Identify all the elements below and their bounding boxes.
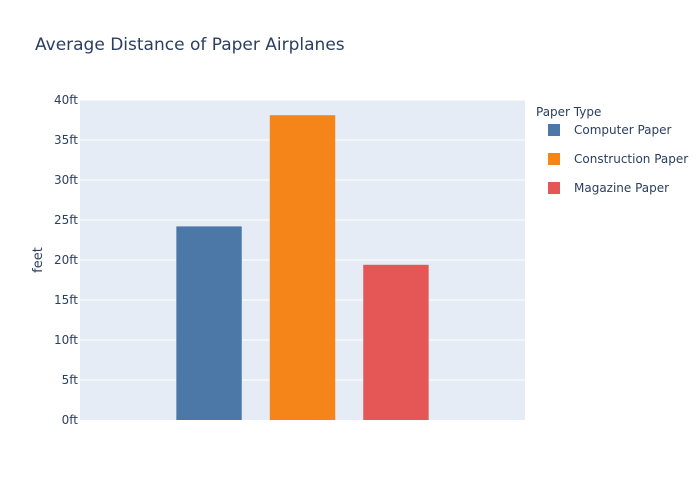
legend-title: Paper Type <box>536 105 601 119</box>
y-tick-label: 20ft <box>54 253 78 267</box>
legend: Paper Type Computer Paper Construction Pa… <box>536 105 688 195</box>
y-tick-label: 0ft <box>62 413 79 427</box>
bars <box>176 115 429 420</box>
y-tick-label: 15ft <box>54 293 78 307</box>
y-tick-label: 40ft <box>54 93 78 107</box>
legend-item-label[interactable]: Construction Paper <box>574 152 688 166</box>
bar-computer-paper[interactable] <box>176 226 242 420</box>
bar-magazine-paper[interactable] <box>363 264 429 420</box>
legend-item-label[interactable]: Computer Paper <box>574 123 672 137</box>
y-axis-ticks: 0ft 5ft 10ft 15ft 20ft 25ft 30ft 35ft 40ft <box>54 93 78 427</box>
legend-swatch <box>548 153 560 165</box>
bar-construction-paper[interactable] <box>269 115 336 420</box>
legend-swatch <box>548 124 560 136</box>
y-tick-label: 25ft <box>54 213 78 227</box>
y-tick-label: 5ft <box>62 373 79 387</box>
y-tick-label: 35ft <box>54 133 78 147</box>
chart-title: Average Distance of Paper Airplanes <box>35 35 345 55</box>
y-axis-label: feet <box>31 247 46 273</box>
y-tick-label: 30ft <box>54 173 78 187</box>
y-tick-label: 10ft <box>54 333 78 347</box>
legend-swatch <box>548 182 560 194</box>
legend-item-label[interactable]: Magazine Paper <box>574 181 669 195</box>
